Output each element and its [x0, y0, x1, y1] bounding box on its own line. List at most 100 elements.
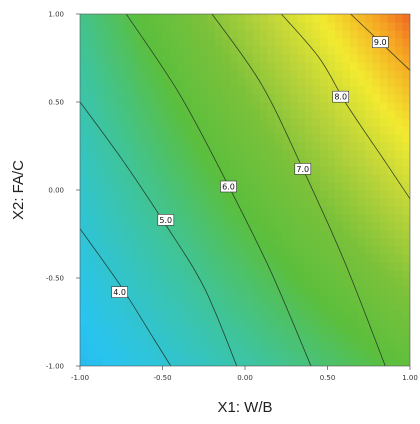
heatmap-cell	[102, 198, 111, 207]
heatmap-cell	[252, 62, 261, 71]
heatmap-cell	[170, 166, 179, 175]
heatmap-cell	[117, 62, 126, 71]
heatmap-cell	[80, 190, 89, 199]
heatmap-cell	[192, 126, 201, 135]
contour-label-8.0: 8.0	[332, 90, 350, 103]
heatmap-cell	[350, 46, 359, 55]
heatmap-cell	[252, 54, 261, 63]
heatmap-cell	[290, 286, 299, 295]
heatmap-cell	[282, 342, 291, 351]
heatmap-cell	[140, 294, 149, 303]
heatmap-cell	[177, 166, 186, 175]
heatmap-cell	[282, 222, 291, 231]
heatmap-cell	[110, 254, 119, 263]
heatmap-cell	[260, 190, 269, 199]
heatmap-cell	[350, 262, 359, 271]
heatmap-cell	[125, 246, 134, 255]
heatmap-cell	[207, 206, 216, 215]
heatmap-cell	[237, 334, 246, 343]
heatmap-cell	[117, 262, 126, 271]
heatmap-cell	[207, 310, 216, 319]
heatmap-cell	[275, 334, 284, 343]
heatmap-cell	[282, 150, 291, 159]
heatmap-cell	[117, 214, 126, 223]
heatmap-cell	[312, 150, 321, 159]
heatmap-cell	[267, 22, 276, 31]
heatmap-cell	[260, 166, 269, 175]
heatmap-cell	[245, 350, 254, 359]
heatmap-cell	[260, 262, 269, 271]
heatmap-cell	[260, 326, 269, 335]
heatmap-cell	[207, 246, 216, 255]
heatmap-cell	[185, 230, 194, 239]
heatmap-cell	[327, 190, 336, 199]
heatmap-cell	[245, 174, 254, 183]
heatmap-cell	[395, 38, 404, 47]
heatmap-cell	[222, 22, 231, 31]
heatmap-cell	[95, 190, 104, 199]
heatmap-cell	[102, 230, 111, 239]
heatmap-cell	[185, 326, 194, 335]
heatmap-cell	[335, 126, 344, 135]
heatmap-cell	[267, 278, 276, 287]
heatmap-cell	[305, 302, 314, 311]
heatmap-cell	[162, 334, 171, 343]
heatmap-cell	[222, 70, 231, 79]
heatmap-cell	[185, 86, 194, 95]
heatmap-cell	[357, 54, 366, 63]
heatmap-cell	[87, 150, 96, 159]
heatmap-cell	[80, 30, 89, 39]
heatmap-cell	[290, 78, 299, 87]
heatmap-cell	[140, 302, 149, 311]
heatmap-cell	[260, 38, 269, 47]
heatmap-cell	[387, 110, 396, 119]
heatmap-cell	[230, 14, 239, 23]
heatmap-cell	[222, 222, 231, 231]
heatmap-cell	[335, 222, 344, 231]
heatmap-cell	[245, 190, 254, 199]
heatmap-cell	[372, 158, 381, 167]
heatmap-cell	[230, 286, 239, 295]
heatmap-cell	[267, 254, 276, 263]
heatmap-cell	[170, 358, 179, 366]
heatmap-cell	[275, 350, 284, 359]
heatmap-cell	[297, 110, 306, 119]
heatmap-cell	[222, 358, 231, 366]
heatmap-cell	[335, 166, 344, 175]
heatmap-cell	[312, 54, 321, 63]
heatmap-cell	[125, 182, 134, 191]
heatmap-cell	[177, 30, 186, 39]
heatmap-cell	[162, 22, 171, 31]
heatmap-cell	[290, 278, 299, 287]
heatmap-cell	[147, 78, 156, 87]
heatmap-cell	[252, 334, 261, 343]
heatmap-cell	[305, 94, 314, 103]
heatmap-cell	[215, 174, 224, 183]
heatmap-cell	[170, 182, 179, 191]
heatmap-cell	[275, 310, 284, 319]
heatmap-cell	[335, 86, 344, 95]
heatmap-cell	[267, 286, 276, 295]
heatmap-cell	[207, 62, 216, 71]
heatmap-cell	[282, 358, 291, 366]
heatmap-cell	[230, 150, 239, 159]
heatmap-cell	[320, 358, 329, 366]
heatmap-cell	[125, 262, 134, 271]
heatmap-cell	[215, 238, 224, 247]
heatmap-cell	[395, 22, 404, 31]
heatmap-cell	[177, 86, 186, 95]
heatmap-cell	[260, 350, 269, 359]
heatmap-cell	[230, 166, 239, 175]
heatmap-cell	[110, 70, 119, 79]
heatmap-cell	[125, 334, 134, 343]
heatmap-cell	[185, 150, 194, 159]
heatmap-cell	[312, 158, 321, 167]
heatmap-cell	[177, 54, 186, 63]
heatmap-cell	[327, 318, 336, 327]
heatmap-cell	[140, 102, 149, 111]
heatmap-cell	[140, 238, 149, 247]
heatmap-cell	[275, 294, 284, 303]
heatmap-cell	[342, 14, 351, 23]
heatmap-cell	[102, 254, 111, 263]
heatmap-cell	[147, 334, 156, 343]
